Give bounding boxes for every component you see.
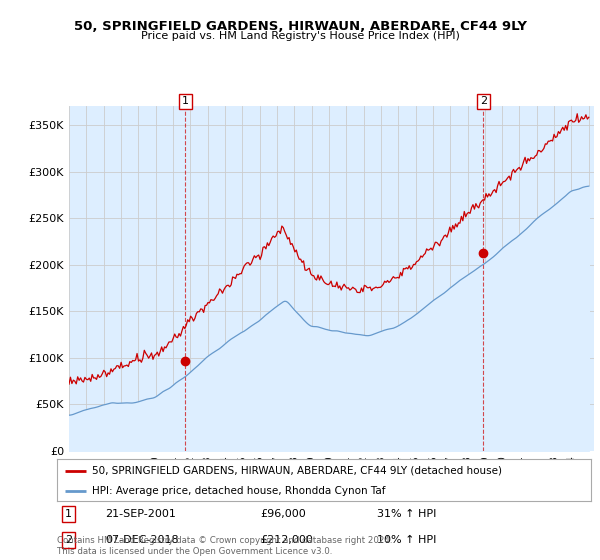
Text: 2: 2 (65, 535, 72, 545)
Text: 50, SPRINGFIELD GARDENS, HIRWAUN, ABERDARE, CF44 9LY (detached house): 50, SPRINGFIELD GARDENS, HIRWAUN, ABERDA… (92, 466, 502, 476)
Text: Contains HM Land Registry data © Crown copyright and database right 2024.
This d: Contains HM Land Registry data © Crown c… (57, 536, 392, 556)
Text: Price paid vs. HM Land Registry's House Price Index (HPI): Price paid vs. HM Land Registry's House … (140, 31, 460, 41)
Text: 1: 1 (65, 509, 72, 519)
Text: £96,000: £96,000 (260, 509, 305, 519)
Text: 07-DEC-2018: 07-DEC-2018 (105, 535, 179, 545)
Text: HPI: Average price, detached house, Rhondda Cynon Taf: HPI: Average price, detached house, Rhon… (92, 486, 385, 496)
Text: 31% ↑ HPI: 31% ↑ HPI (377, 509, 437, 519)
Text: £212,000: £212,000 (260, 535, 313, 545)
Text: 10% ↑ HPI: 10% ↑ HPI (377, 535, 437, 545)
Text: 2: 2 (480, 96, 487, 106)
Text: 50, SPRINGFIELD GARDENS, HIRWAUN, ABERDARE, CF44 9LY: 50, SPRINGFIELD GARDENS, HIRWAUN, ABERDA… (74, 20, 527, 32)
Text: 21-SEP-2001: 21-SEP-2001 (105, 509, 176, 519)
Text: 1: 1 (182, 96, 189, 106)
